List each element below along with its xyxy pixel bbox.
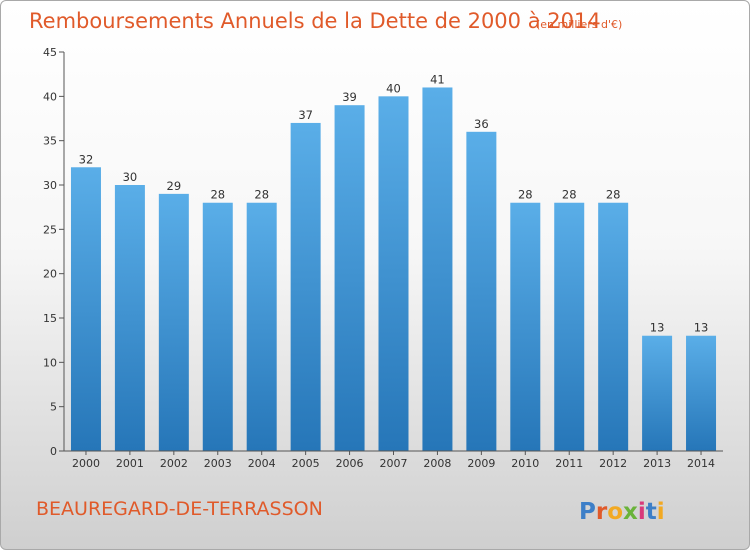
chart-title: Remboursements Annuels de la Dette de 20… <box>29 9 601 33</box>
bar <box>246 202 277 451</box>
x-tick-label: 2004 <box>248 457 276 470</box>
bar <box>158 193 189 451</box>
y-tick-label: 25 <box>43 223 57 236</box>
x-tick-label: 2002 <box>160 457 188 470</box>
y-tick-label: 15 <box>43 312 57 325</box>
bar-value-label: 28 <box>210 188 225 202</box>
bar <box>422 87 453 451</box>
y-tick-label: 30 <box>43 179 57 192</box>
x-tick-label: 2001 <box>116 457 144 470</box>
x-axis: 2000 2001 2002 2003 2004 2005 2006 2007 2008 2009… <box>64 450 723 470</box>
bar <box>466 131 497 452</box>
bar-value-label: 36 <box>474 117 489 131</box>
bar <box>114 185 145 451</box>
x-tick-label: 2013 <box>643 457 671 470</box>
bar-value-label: 37 <box>298 108 313 122</box>
x-tick-label: 2009 <box>467 457 495 470</box>
y-tick-label: 35 <box>43 135 57 148</box>
y-tick-label: 45 <box>43 46 57 59</box>
bar <box>378 96 409 451</box>
bar-value-label: 13 <box>650 321 665 335</box>
bar <box>290 122 321 451</box>
y-tick-label: 40 <box>43 90 57 103</box>
bar-value-label: 41 <box>430 72 445 86</box>
bar-value-label: 13 <box>694 321 709 335</box>
bar-value-label: 28 <box>606 188 621 202</box>
y-axis: 0 5 10 15 20 25 30 35 40 45 <box>43 46 65 458</box>
bar <box>642 335 673 451</box>
bars: 32 30 29 28 28 37 39 40 41 36 28 28 28 13 13 <box>70 72 717 452</box>
x-tick-label: 2003 <box>204 457 232 470</box>
bar <box>598 202 629 451</box>
bar <box>510 202 541 451</box>
bar <box>334 105 365 451</box>
x-tick-label: 2011 <box>555 457 583 470</box>
x-tick-label: 2000 <box>72 457 100 470</box>
y-tick-label: 10 <box>43 356 57 369</box>
bar-value-label: 28 <box>518 188 533 202</box>
bar <box>686 335 717 451</box>
place-name: BEAUREGARD-DE-TERRASSON <box>36 498 323 520</box>
chart-subtitle: (en milliers d'€) <box>536 18 622 31</box>
bar-value-label: 28 <box>254 188 269 202</box>
proxiti-logo: Proxiti <box>579 499 665 525</box>
bar-value-label: 40 <box>386 81 401 95</box>
x-tick-label: 2005 <box>292 457 320 470</box>
y-tick-label: 5 <box>50 401 57 414</box>
x-tick-label: 2008 <box>423 457 451 470</box>
y-tick-label: 0 <box>50 445 57 458</box>
bar <box>202 202 233 451</box>
bar-value-label: 30 <box>123 170 138 184</box>
x-tick-label: 2012 <box>599 457 627 470</box>
svg-text:Proxiti: Proxiti <box>579 499 665 525</box>
x-tick-label: 2007 <box>380 457 408 470</box>
bar <box>70 167 101 451</box>
x-tick-label: 2006 <box>336 457 364 470</box>
bar-value-label: 39 <box>342 90 357 104</box>
y-tick-label: 20 <box>43 268 57 281</box>
bar <box>554 202 585 451</box>
x-tick-label: 2014 <box>687 457 715 470</box>
bar-value-label: 28 <box>562 188 577 202</box>
x-tick-label: 2010 <box>511 457 539 470</box>
bar-value-label: 32 <box>79 152 94 166</box>
bar-value-label: 29 <box>167 179 182 193</box>
